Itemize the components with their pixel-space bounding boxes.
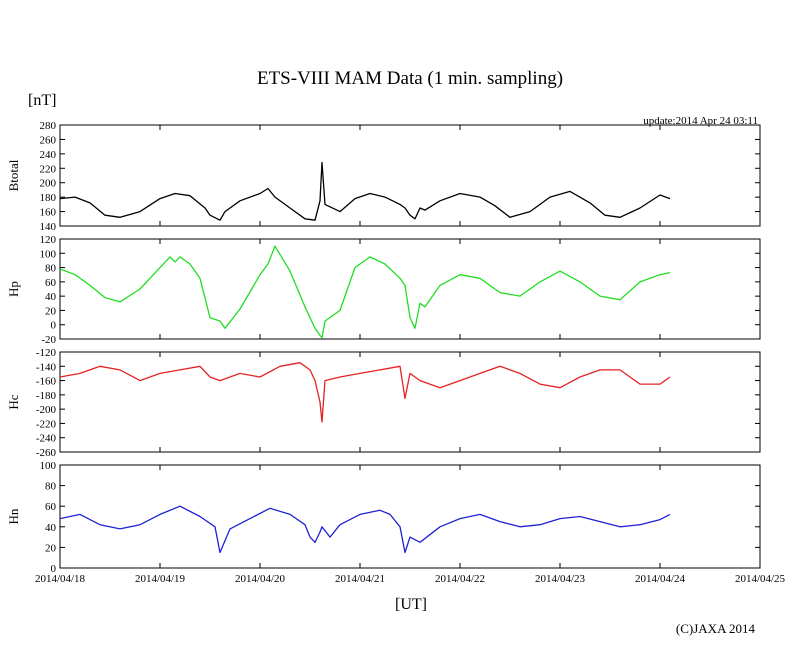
x-tick-label: 2014/04/22 [435, 573, 485, 585]
panels-group: 280260240220200180160140Btotal1201008060… [6, 120, 761, 575]
x-axis-group: 2014/04/18 2014/04/19 2014/04/20 2014/04/21… [35, 573, 786, 585]
y-tick-label: -200 [36, 404, 57, 416]
series-line-hc [59, 362, 671, 423]
x-tick-label: 2014/04/25 [735, 573, 786, 585]
y-tick-label: 80 [45, 263, 57, 275]
x-tick-label: 2014/04/24 [635, 573, 686, 585]
x-tick-label: 2014/04/19 [135, 573, 186, 585]
y-tick-label: -140 [36, 361, 57, 373]
y-tick-label: 80 [45, 481, 57, 493]
panel-label-hn: Hn [6, 508, 21, 524]
panel-hp: 120 100 80 60 40 20 0 -20 Hp [6, 234, 761, 346]
y-tick-label: 0 [51, 320, 57, 332]
panel-btotal: 280 260 240 220 200 180 160 140 Btotal [6, 120, 761, 233]
y-tick-label: -180 [36, 390, 57, 402]
y-tick-label: 60 [45, 501, 57, 513]
panel-label-btotal: Btotal [6, 159, 21, 191]
y-tick-label: 280 [40, 120, 57, 132]
y-tick-label: 140 [40, 221, 57, 233]
panel-frame-hn [59, 464, 761, 569]
y-tick-label: 160 [40, 207, 57, 219]
y-tick-label: 0 [51, 563, 57, 575]
y-tick-label: 180 [40, 192, 57, 204]
y-tick-label: 40 [45, 291, 57, 303]
x-tick-label: 2014/04/20 [235, 573, 286, 585]
panel-label-hp: Hp [6, 281, 21, 297]
y-tick-label: 260 [40, 134, 57, 146]
copyright-text: (C)JAXA 2014 [676, 621, 756, 636]
y-tick-label: 120 [40, 234, 57, 246]
x-tick-label: 2014/04/18 [35, 573, 86, 585]
chart-title: ETS-VIII MAM Data (1 min. sampling) [257, 68, 563, 89]
y-tick-label: 240 [40, 149, 57, 161]
panel-frame-hp [59, 238, 761, 340]
y-tick-label: -120 [36, 347, 57, 359]
y-tick-label: 20 [45, 542, 57, 554]
y-tick-label: -220 [36, 418, 57, 430]
y-tick-label: -20 [41, 334, 56, 346]
y-tick-label: 200 [40, 178, 57, 190]
y-tick-label: 40 [45, 522, 57, 534]
panel-frame-btotal [59, 124, 761, 227]
y-tick-label: 60 [45, 277, 57, 289]
y-tick-label: 100 [40, 248, 57, 260]
panel-hc: -120 -140 -160 -180 -200 -220 -240 -260 Hc [6, 347, 761, 459]
y-tick-label: -240 [36, 433, 57, 445]
panel-frame-hc [59, 351, 761, 453]
y-tick-label: 100 [40, 460, 57, 472]
series-line-hp [59, 245, 671, 339]
series-line-hn [59, 505, 671, 554]
update-text: update:2014 Apr 24 03:11 [643, 115, 758, 127]
unit-label: [nT] [28, 92, 56, 109]
panel-hn: 100 80 60 40 20 0 Hn [6, 460, 761, 575]
y-tick-label: 20 [45, 305, 57, 317]
x-axis-label: [UT] [395, 596, 427, 613]
y-tick-label: -260 [36, 447, 57, 459]
y-tick-label: -160 [36, 376, 57, 388]
panel-label-hc: Hc [6, 394, 21, 409]
x-tick-label: 2014/04/23 [535, 573, 586, 585]
series-line-btotal [59, 161, 671, 221]
x-tick-label: 2014/04/21 [335, 573, 385, 585]
y-tick-label: 220 [40, 163, 57, 175]
